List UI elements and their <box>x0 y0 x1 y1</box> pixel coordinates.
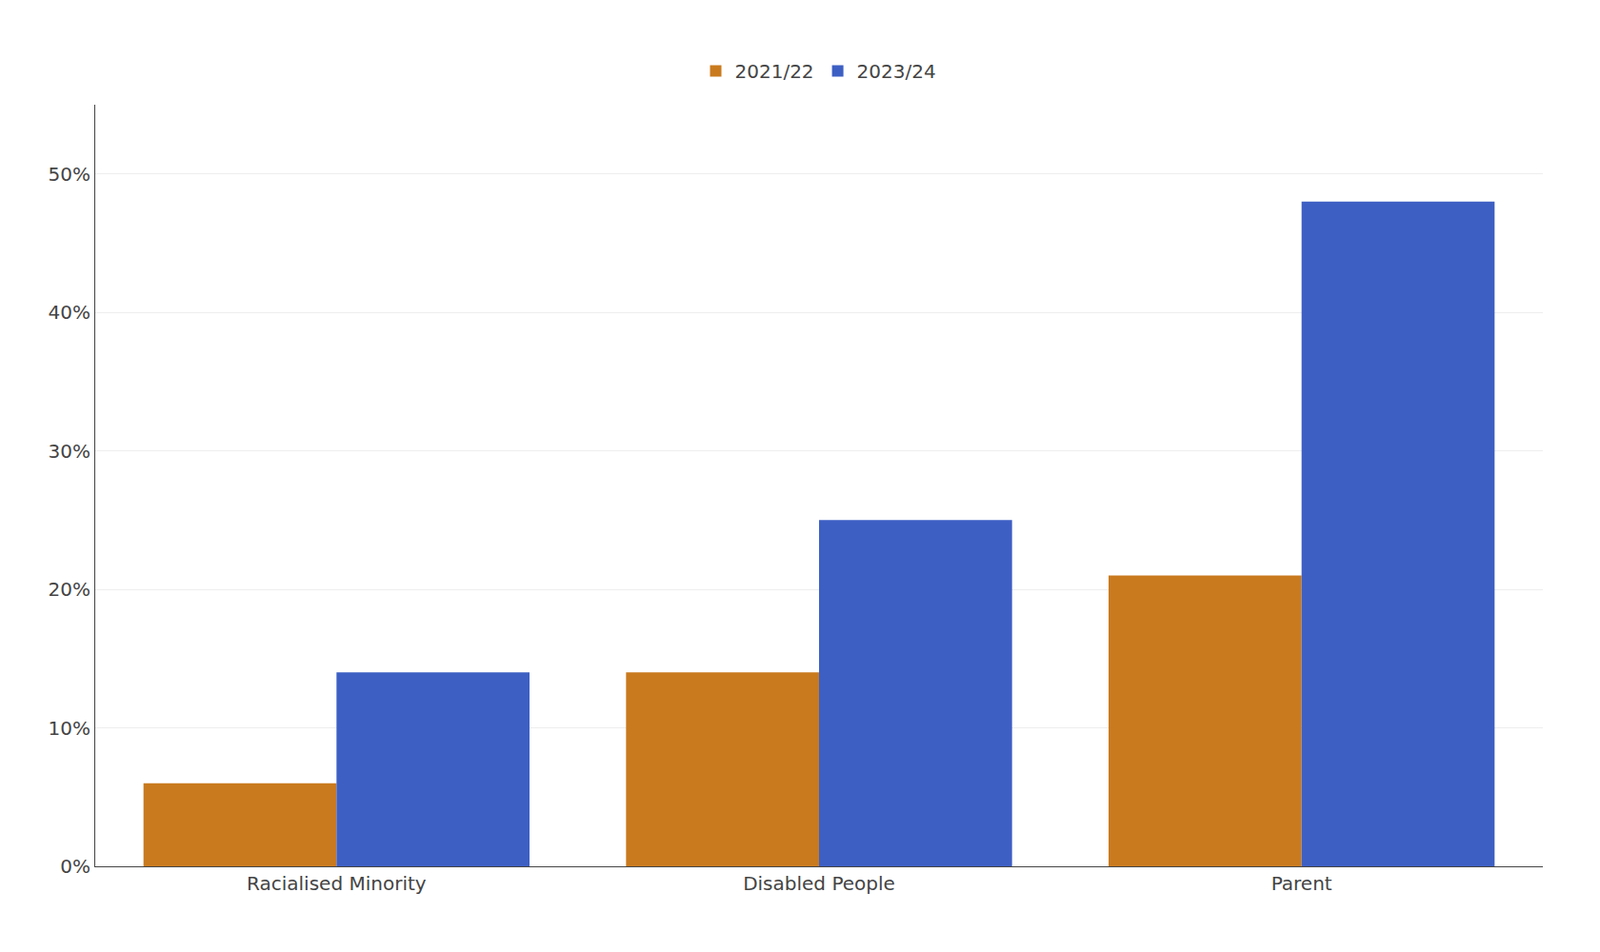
svg-text:2023/24: 2023/24 <box>857 60 937 83</box>
svg-text:30%: 30% <box>48 440 91 463</box>
svg-text:Parent: Parent <box>1271 872 1333 896</box>
svg-text:40%: 40% <box>48 300 91 324</box>
svg-text:20%: 20% <box>48 578 91 601</box>
svg-text:Disabled People: Disabled People <box>742 872 896 896</box>
svg-text:0%: 0% <box>60 855 91 879</box>
svg-text:2021/22: 2021/22 <box>735 60 815 83</box>
svg-text:50%: 50% <box>48 162 91 186</box>
svg-text:Racialised Minority: Racialised Minority <box>246 872 427 896</box>
svg-text:10%: 10% <box>48 717 91 740</box>
